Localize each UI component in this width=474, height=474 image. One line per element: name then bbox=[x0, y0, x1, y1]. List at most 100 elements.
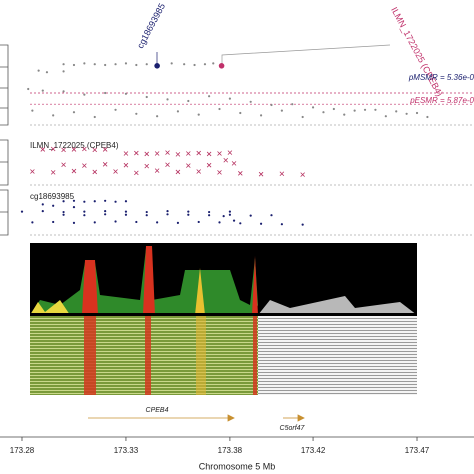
point bbox=[332, 107, 335, 111]
point bbox=[62, 200, 65, 203]
point bbox=[82, 163, 87, 168]
point bbox=[193, 63, 196, 67]
point bbox=[249, 100, 252, 103]
point bbox=[228, 97, 231, 100]
point bbox=[343, 113, 346, 116]
x-tick-label: 173.28 bbox=[10, 446, 35, 455]
point bbox=[212, 62, 215, 65]
point bbox=[145, 210, 148, 214]
point bbox=[301, 115, 304, 119]
point bbox=[62, 70, 65, 73]
point bbox=[124, 210, 128, 213]
point bbox=[83, 93, 86, 96]
point bbox=[93, 63, 96, 66]
point bbox=[104, 210, 107, 213]
point bbox=[93, 221, 96, 224]
point bbox=[30, 169, 35, 174]
point bbox=[93, 115, 96, 119]
point bbox=[134, 150, 139, 156]
point bbox=[218, 107, 221, 111]
point bbox=[197, 113, 200, 116]
point bbox=[175, 152, 181, 157]
probe-label: ILMN_1722025 (CPEB4) bbox=[389, 5, 445, 98]
point bbox=[187, 210, 190, 213]
x-tick-label: 173.33 bbox=[114, 446, 139, 455]
point bbox=[259, 114, 263, 117]
point bbox=[170, 62, 173, 65]
point bbox=[415, 111, 419, 115]
point bbox=[374, 108, 377, 111]
point bbox=[41, 203, 44, 206]
point bbox=[249, 214, 252, 217]
panel-title: cg18693985 bbox=[30, 192, 75, 201]
x-tick-label: 173.38 bbox=[218, 446, 243, 455]
point bbox=[217, 151, 222, 156]
p-value: pESMR = 5.87e-0 bbox=[409, 96, 474, 105]
point bbox=[83, 62, 86, 65]
gene-label: C5orf47 bbox=[280, 425, 306, 432]
point bbox=[217, 170, 222, 175]
point bbox=[114, 63, 117, 66]
point bbox=[102, 147, 108, 152]
point bbox=[114, 200, 117, 203]
point bbox=[176, 221, 180, 224]
point bbox=[239, 222, 242, 225]
point bbox=[71, 147, 77, 152]
point bbox=[291, 103, 294, 106]
point bbox=[206, 162, 212, 168]
point bbox=[258, 171, 264, 177]
point bbox=[208, 95, 211, 98]
point bbox=[135, 220, 138, 224]
point bbox=[83, 210, 86, 213]
p-value: pMSMR = 5.36e-0 bbox=[408, 73, 474, 82]
point bbox=[72, 206, 76, 209]
point bbox=[186, 163, 191, 168]
point bbox=[123, 151, 129, 156]
point bbox=[384, 115, 387, 118]
point bbox=[208, 214, 211, 217]
point bbox=[27, 87, 30, 91]
point bbox=[50, 146, 56, 152]
point bbox=[208, 210, 211, 214]
point bbox=[124, 200, 128, 203]
point bbox=[218, 221, 221, 224]
point bbox=[102, 162, 108, 167]
probe-label: cg18693985 bbox=[135, 2, 167, 50]
point bbox=[134, 170, 139, 176]
point bbox=[353, 109, 356, 112]
point bbox=[93, 200, 96, 203]
point bbox=[113, 169, 118, 174]
point bbox=[52, 220, 55, 224]
point bbox=[186, 151, 191, 156]
point bbox=[165, 162, 170, 168]
point bbox=[203, 63, 207, 66]
point bbox=[52, 204, 55, 207]
point bbox=[62, 63, 65, 66]
point bbox=[62, 90, 65, 93]
point bbox=[62, 210, 65, 214]
point bbox=[114, 220, 117, 223]
point bbox=[72, 63, 76, 67]
point bbox=[72, 221, 76, 224]
point bbox=[166, 213, 169, 216]
point bbox=[45, 71, 49, 74]
point bbox=[104, 91, 107, 95]
point bbox=[363, 108, 367, 111]
point bbox=[145, 95, 148, 99]
point bbox=[31, 109, 34, 112]
point bbox=[104, 213, 107, 216]
point bbox=[222, 215, 225, 218]
x-tick-label: 173.47 bbox=[405, 446, 430, 455]
point bbox=[154, 151, 160, 156]
point bbox=[92, 169, 98, 175]
point bbox=[206, 151, 212, 157]
point bbox=[72, 111, 76, 114]
point bbox=[280, 109, 283, 112]
point bbox=[145, 63, 148, 66]
point bbox=[124, 92, 128, 95]
point bbox=[114, 108, 117, 111]
point bbox=[405, 112, 408, 115]
point bbox=[61, 162, 66, 168]
point bbox=[31, 221, 34, 224]
point bbox=[183, 63, 186, 66]
